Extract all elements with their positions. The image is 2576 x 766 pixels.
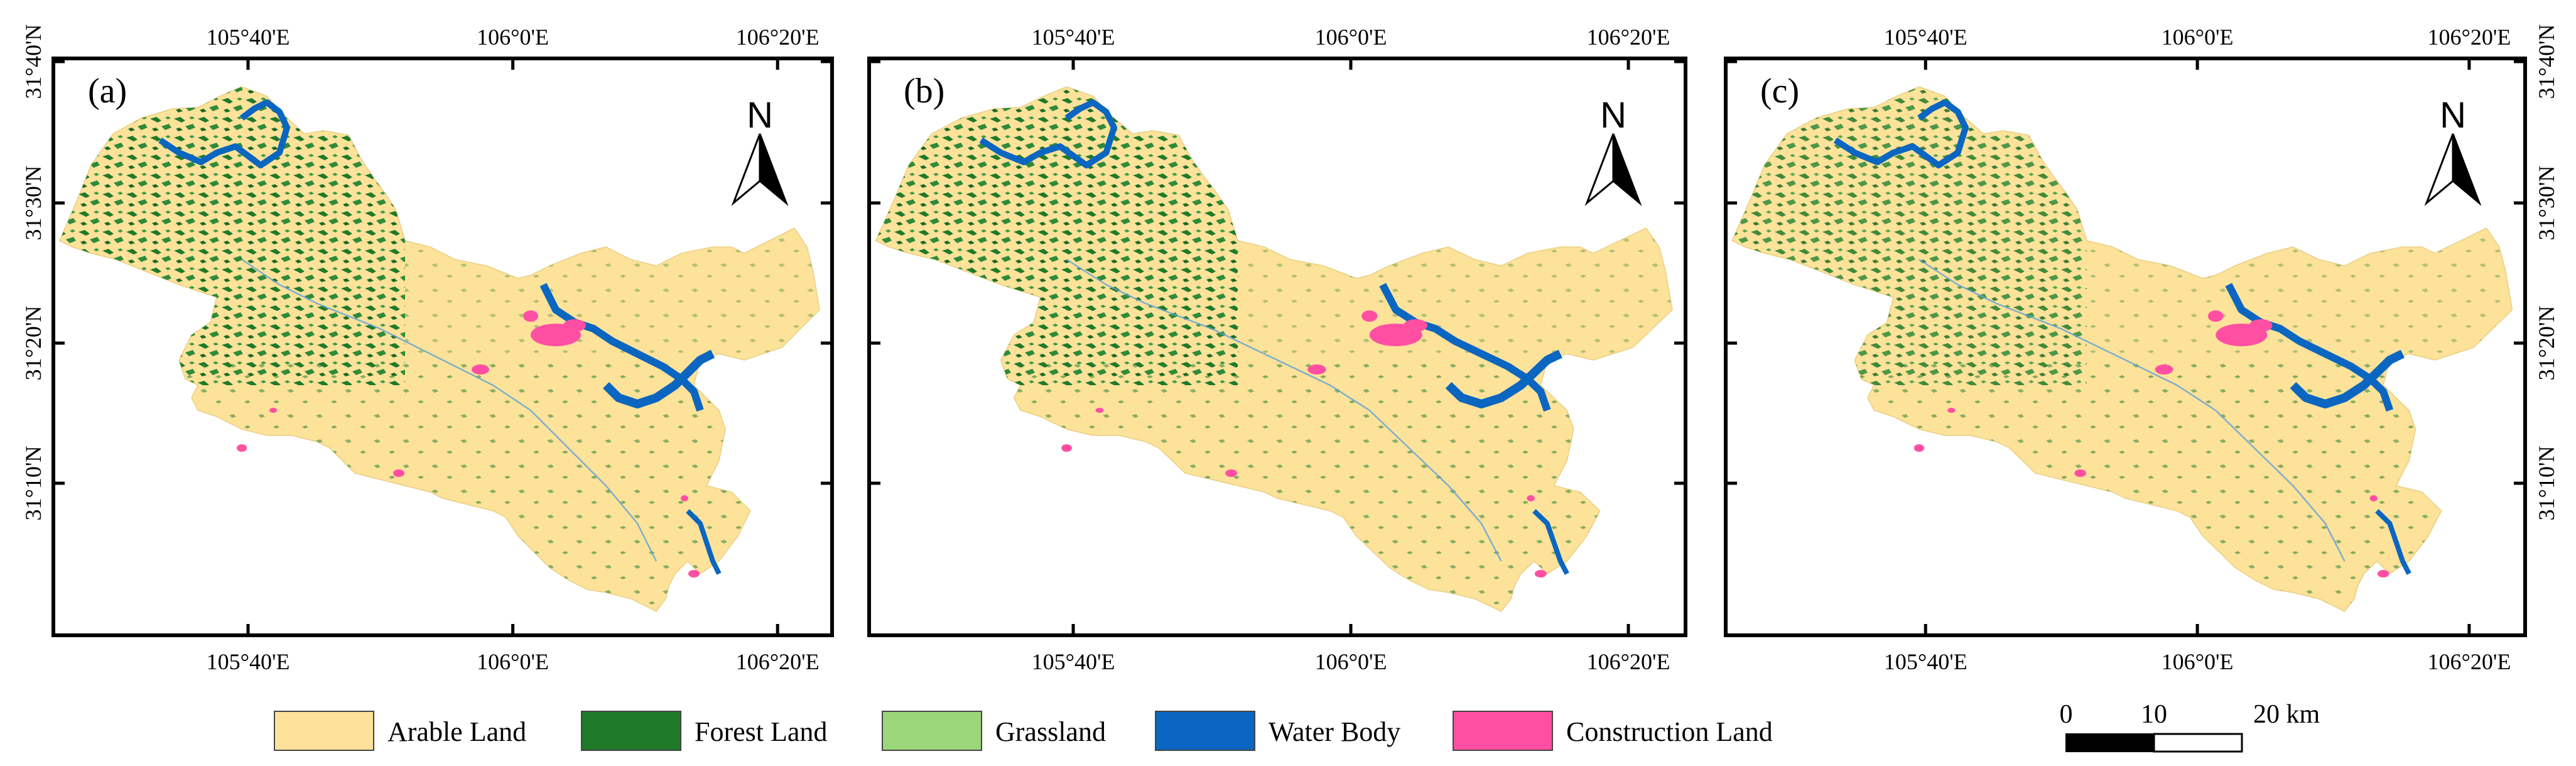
north-arrow-letter: N (1600, 95, 1626, 136)
legend-label: Arable Land (387, 716, 526, 747)
north-arrow-letter: N (747, 95, 773, 136)
y-tick-label-left: 31°40'N (21, 25, 46, 99)
legend-item: Grassland (882, 711, 1106, 751)
legend-swatch (274, 711, 374, 751)
legend-item: Forest Land (581, 711, 827, 751)
x-tick-label-bottom: 106°20'E (2427, 649, 2511, 674)
x-tick-label-top: 106°20'E (2427, 25, 2511, 50)
y-tick-label-right: 31°20'N (2534, 306, 2559, 381)
north-arrow-icon: N (1584, 95, 1642, 206)
x-tick-label-bottom: 106°20'E (1587, 649, 1670, 674)
y-tick-label-right: 31°30'N (2534, 166, 2559, 241)
y-tick-label-left: 31°20'N (21, 306, 46, 381)
legend-item: Construction Land (1453, 711, 1773, 751)
construction-land-features (237, 310, 700, 577)
x-tick-label-top: 106°0'E (1315, 25, 1387, 50)
x-tick-label-bottom: 106°0'E (477, 649, 549, 674)
panel-label: (c) (1760, 72, 1799, 111)
legend-label: Construction Land (1566, 716, 1773, 747)
legend-swatch (882, 711, 982, 751)
x-tick-label-top: 105°40'E (207, 25, 290, 50)
legend-label: Forest Land (695, 716, 827, 747)
water-body-features (979, 99, 1569, 575)
legend-item: Water Body (1155, 711, 1400, 751)
legend-swatch (581, 711, 681, 751)
x-tick-label-bottom: 105°40'E (1884, 649, 1967, 674)
panel-label: (b) (904, 72, 944, 111)
map-panel: (b) N 105°40'E 105°40'E 106°0'E 106°0'E 106°20… (867, 25, 1687, 674)
north-arrow-icon: N (2424, 95, 2482, 206)
map-panel: (a) N 105°40'E 105°40'E 106°0'E 106°0'E 106°20… (21, 25, 834, 674)
y-tick-label-right: 31°10'N (2534, 446, 2559, 521)
construction-land-features (1061, 310, 1547, 577)
x-tick-label-top: 106°20'E (1587, 25, 1670, 50)
y-tick-label-left: 31°10'N (21, 446, 46, 521)
x-tick-label-top: 105°40'E (1032, 25, 1115, 50)
water-body-features (1833, 99, 2411, 575)
legend-swatch (1453, 711, 1553, 751)
construction-land-features (1913, 310, 2389, 577)
scale-bar-label: 10 (2141, 700, 2167, 729)
legend-item: Arable Land (274, 711, 526, 751)
scale-bar-label: 20 km (2253, 700, 2320, 729)
x-tick-label-top: 106°0'E (477, 25, 549, 50)
y-tick-label-right: 31°40'N (2534, 25, 2559, 99)
x-tick-label-bottom: 106°0'E (1315, 649, 1387, 674)
x-tick-label-top: 106°0'E (2162, 25, 2234, 50)
scale-bar-label: 0 (2060, 700, 2073, 729)
x-tick-label-bottom: 105°40'E (207, 649, 290, 674)
x-tick-label-top: 106°20'E (736, 25, 820, 50)
x-tick-label-bottom: 105°40'E (1032, 649, 1115, 674)
legend-label: Grassland (995, 716, 1106, 747)
legend-swatch (1155, 711, 1255, 751)
water-body-features (158, 99, 722, 575)
x-tick-label-top: 105°40'E (1884, 25, 1967, 50)
north-arrow-letter: N (2440, 95, 2466, 136)
legend-label: Water Body (1269, 716, 1400, 747)
north-arrow-icon: N (731, 95, 789, 206)
x-tick-label-bottom: 106°20'E (736, 649, 820, 674)
y-tick-label-left: 31°30'N (21, 166, 46, 241)
scale-bar: 0 10 20 km (2060, 700, 2320, 753)
map-panel: (c) N 105°40'E 105°40'E 106°0'E 106°0'E 106°20… (1724, 25, 2559, 674)
panel-label: (a) (88, 72, 127, 111)
x-tick-label-bottom: 106°0'E (2162, 649, 2234, 674)
